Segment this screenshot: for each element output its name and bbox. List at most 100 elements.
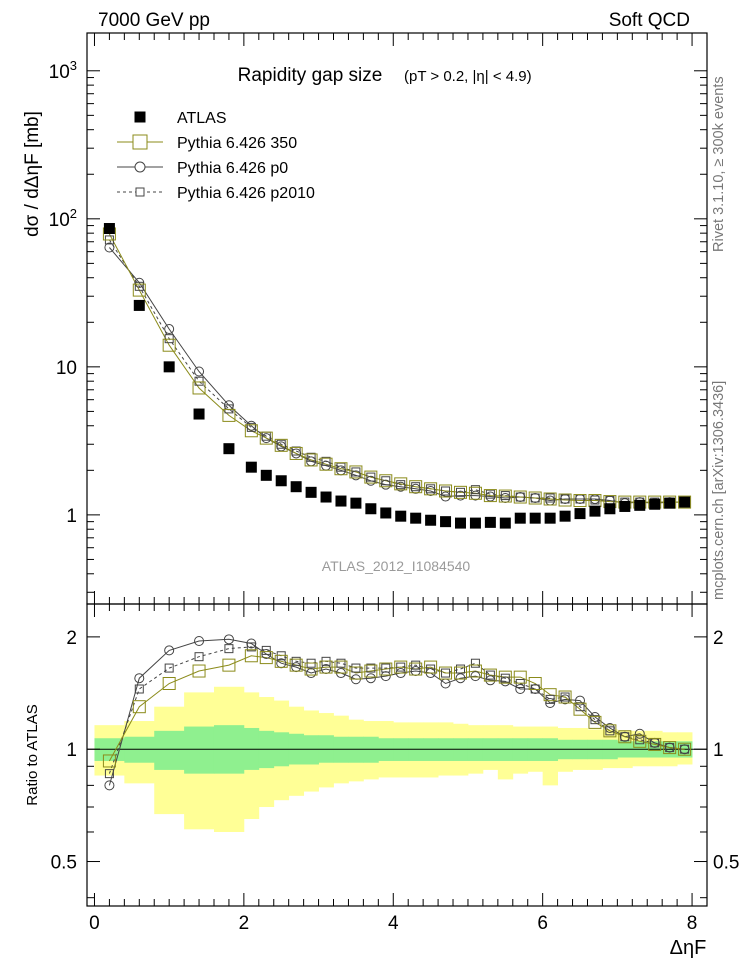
ratio-p350-point [102, 754, 116, 768]
ratio-p350-point [588, 715, 602, 729]
atlas-point [604, 503, 616, 515]
ratio-p350-point [304, 662, 318, 676]
p350-point [304, 453, 318, 467]
stat-uncertainty-band [333, 736, 349, 763]
ratio-p350-point [528, 677, 542, 691]
p350-line [108, 233, 685, 503]
atlas-point [395, 510, 407, 522]
p350-point [334, 462, 348, 476]
main-panel [87, 33, 707, 604]
atlas-point [260, 469, 272, 481]
p350-point [244, 424, 258, 438]
p2010-point [194, 376, 204, 386]
p350-point [259, 431, 273, 445]
ratio-frame [86, 603, 708, 907]
atlas-point [103, 223, 115, 235]
p0-point [261, 433, 272, 444]
rivet-version-label: Rivet 3.1.10, ≥ 300k events [711, 76, 727, 252]
p0-point [485, 491, 496, 502]
p350-point [543, 492, 557, 506]
header-energy-label: 7000 GeV pp [98, 10, 210, 31]
x-tick-label: 6 [537, 913, 548, 934]
ratio-y-axis-label: Ratio to ATLAS [24, 704, 41, 805]
ratio-p350-point [394, 660, 408, 674]
stat-uncertainty-band [348, 736, 364, 763]
ratio-p0-point [515, 683, 526, 694]
x-tick-label: 0 [89, 913, 100, 934]
ratio-p2010-point [500, 673, 510, 683]
atlas-point [469, 517, 481, 529]
x-tick-label: 4 [388, 913, 399, 934]
ratio-p350-point [192, 664, 206, 678]
p350-point [379, 474, 393, 488]
p350-point [222, 408, 236, 422]
ratio-p2010-point [164, 663, 174, 673]
p0-line [109, 247, 685, 504]
p350-point [274, 438, 288, 452]
analysis-watermark: ATLAS_2012_I1084540 [322, 558, 471, 574]
ratio-p2010-point [291, 656, 301, 666]
atlas-point [305, 486, 317, 498]
atlas-point [589, 505, 601, 517]
p0-point [365, 475, 376, 486]
legend: ATLAS Pythia 6.426 350 Pythia 6.426 p0 Pyth… [117, 110, 315, 202]
p350-point [483, 489, 497, 503]
p350-point [289, 446, 303, 460]
p0-point [104, 242, 115, 253]
p350-point [192, 381, 206, 395]
atlas-point [380, 507, 392, 519]
x-tick-label: 2 [239, 913, 250, 934]
legend-label-p0: Pythia 6.426 p0 [177, 160, 288, 177]
y-tick-label: 1 [66, 506, 77, 527]
ratio-p2010-point [261, 645, 271, 655]
header-category-label: Soft QCD [609, 10, 690, 31]
p2010-point [321, 456, 331, 466]
p2010-point [470, 485, 480, 495]
stat-uncertainty-band [303, 735, 319, 765]
ratio-p350-point [603, 724, 617, 738]
ratio-p0-point [679, 744, 690, 755]
ratio-y-tick-label-right: 1 [713, 740, 724, 761]
ratio-p350-point [222, 658, 236, 672]
ratio-p350-point [618, 730, 632, 744]
chart-subtitle: (pT > 0.2, |η| < 4.9) [404, 68, 532, 85]
ratio-p350-point [633, 734, 647, 748]
ratio-y-tick-label-left: 0.5 [51, 853, 77, 874]
p350-point [364, 470, 378, 484]
atlas-point [223, 443, 235, 455]
ratio-p350-point [274, 654, 288, 668]
ratio-p350-point [513, 670, 527, 684]
ratio-p0-point [306, 668, 317, 679]
p350-point [453, 485, 467, 499]
atlas-point [484, 516, 496, 528]
ratio-p0-point [223, 634, 234, 645]
ratio-p0-point [104, 780, 115, 791]
p350-point [409, 480, 423, 494]
ratio-p2010-point [441, 668, 451, 678]
p0-point [410, 483, 421, 494]
ratio-p0-point [634, 728, 645, 739]
p0-point [395, 481, 406, 492]
ratio-p0-point [485, 675, 496, 686]
ratio-p350-point [573, 702, 587, 716]
ratio-p350-point [379, 662, 393, 676]
atlas-point [649, 498, 661, 510]
p350-point [424, 482, 438, 496]
p2010-point [381, 476, 391, 486]
stat-uncertainty-band [363, 736, 379, 763]
atlas-point [335, 495, 347, 507]
p350-point [573, 494, 587, 508]
atlas-point [634, 499, 646, 511]
ratio-p350-point [289, 658, 303, 672]
chart-title: Rapidity gap size [238, 65, 383, 86]
ratio-p2010-point [366, 663, 376, 673]
legend-label-p2010: Pythia 6.426 p2010 [177, 185, 315, 202]
p2010-point [351, 467, 361, 477]
p2010-point [306, 452, 316, 462]
p350-point [439, 484, 453, 498]
ratio-p2010-point [545, 694, 555, 704]
legend-p2010-marker [135, 187, 145, 197]
p350-point [319, 457, 333, 471]
ratio-p2010-point [194, 652, 204, 662]
atlas-point [454, 517, 466, 529]
